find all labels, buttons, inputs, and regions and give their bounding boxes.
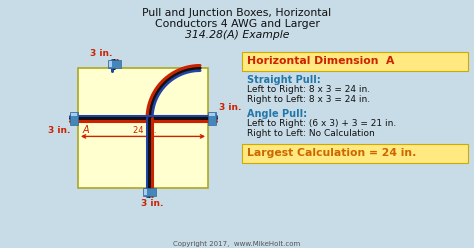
Bar (71, 113, 77, 116)
Text: 24 in.: 24 in. (133, 126, 156, 135)
Text: Copyright 2017,  www.MikeHolt.com: Copyright 2017, www.MikeHolt.com (173, 241, 301, 247)
Text: Left to Right: 8 x 3 = 24 in.: Left to Right: 8 x 3 = 24 in. (247, 85, 370, 94)
Text: Horizontal Dimension  A: Horizontal Dimension A (247, 57, 394, 66)
Text: Largest Calculation = 24 in.: Largest Calculation = 24 in. (247, 149, 416, 158)
Bar (209, 113, 215, 116)
Text: Angle Pull:: Angle Pull: (247, 109, 307, 119)
Text: Right to Left: 8 x 3 = 24 in.: Right to Left: 8 x 3 = 24 in. (247, 95, 370, 104)
Bar (78, 68, 208, 188)
Bar (242, 52, 468, 71)
Text: A: A (83, 125, 90, 135)
Bar (70, 112, 78, 125)
Text: 314.28(A) Example: 314.28(A) Example (185, 30, 289, 40)
Text: Straight Pull:: Straight Pull: (247, 75, 321, 85)
Bar (144, 189, 147, 195)
Bar (143, 188, 156, 196)
Bar (109, 61, 112, 67)
Text: 3 in.: 3 in. (141, 199, 164, 208)
Text: 3 in.: 3 in. (90, 50, 112, 59)
Text: Left to Right: (6 x 3) + 3 = 21 in.: Left to Right: (6 x 3) + 3 = 21 in. (247, 119, 396, 128)
Text: Right to Left: No Calculation: Right to Left: No Calculation (247, 129, 375, 138)
Bar (208, 112, 216, 125)
Text: Conductors 4 AWG and Larger: Conductors 4 AWG and Larger (155, 19, 319, 29)
Bar (108, 60, 121, 68)
Text: 3 in.: 3 in. (219, 103, 241, 112)
Bar (242, 144, 468, 163)
Text: Pull and Junction Boxes, Horizontal: Pull and Junction Boxes, Horizontal (143, 8, 331, 18)
Text: 3 in.: 3 in. (48, 126, 70, 135)
